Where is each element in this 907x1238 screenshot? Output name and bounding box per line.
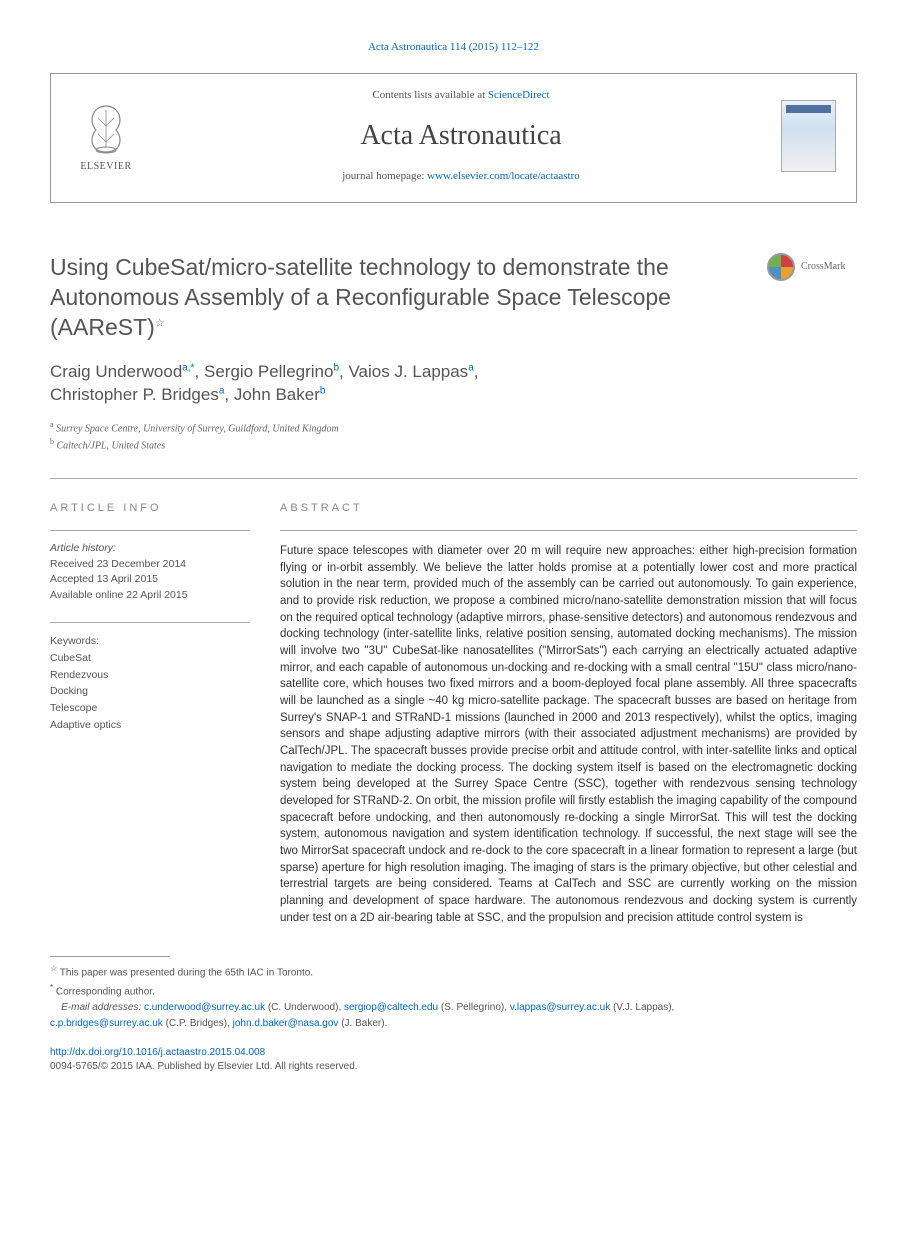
email-link[interactable]: c.p.bridges@surrey.ac.uk	[50, 1018, 163, 1029]
doi-link[interactable]: http://dx.doi.org/10.1016/j.actaastro.20…	[50, 1046, 857, 1060]
homepage-line: journal homepage: www.elsevier.com/locat…	[159, 169, 763, 184]
abstract-heading: ABSTRACT	[280, 501, 857, 516]
elsevier-tree-icon	[76, 98, 136, 158]
keywords-block: Keywords: CubeSat Rendezvous Docking Tel…	[50, 622, 250, 734]
elsevier-label: ELSEVIER	[80, 160, 131, 174]
email-link[interactable]: sergiop@caltech.edu	[344, 1002, 438, 1013]
email-link[interactable]: john.d.baker@nasa.gov	[233, 1018, 339, 1029]
article-info-heading: ARTICLE INFO	[50, 501, 250, 516]
article-title: Using CubeSat/micro-satellite technology…	[50, 253, 767, 343]
article-info-column: ARTICLE INFO Article history: Received 2…	[50, 501, 250, 927]
email-link[interactable]: c.underwood@surrey.ac.uk	[144, 1002, 265, 1013]
journal-cover-thumb[interactable]	[781, 100, 836, 172]
abstract-text: Future space telescopes with diameter ov…	[280, 530, 857, 926]
footnotes-block: ☆ This paper was presented during the 65…	[50, 963, 857, 1032]
citation-link[interactable]: Acta Astronautica 114 (2015) 112–122	[368, 41, 539, 53]
homepage-link[interactable]: www.elsevier.com/locate/actaastro	[427, 170, 580, 182]
elsevier-logo[interactable]: ELSEVIER	[71, 98, 141, 174]
abstract-column: ABSTRACT Future space telescopes with di…	[280, 501, 857, 927]
article-history: Article history: Received 23 December 20…	[50, 530, 250, 604]
citation-header: Acta Astronautica 114 (2015) 112–122	[50, 40, 857, 55]
crossmark-badge[interactable]: CrossMark	[767, 253, 857, 281]
sciencedirect-link[interactable]: ScienceDirect	[488, 89, 550, 101]
journal-name: Acta Astronautica	[159, 116, 763, 155]
journal-header-box: ELSEVIER Contents lists available at Sci…	[50, 73, 857, 203]
copyright-line: 0094-5765/© 2015 IAA. Published by Elsev…	[50, 1060, 857, 1074]
crossmark-icon	[767, 253, 795, 281]
affiliations-block: a Surrey Space Centre, University of Sur…	[50, 419, 857, 454]
crossmark-label: CrossMark	[801, 260, 845, 274]
contents-line: Contents lists available at ScienceDirec…	[159, 88, 763, 103]
email-link[interactable]: v.lappas@surrey.ac.uk	[510, 1002, 610, 1013]
authors-block: Craig Underwooda,*, Sergio Pellegrinob, …	[50, 361, 857, 407]
